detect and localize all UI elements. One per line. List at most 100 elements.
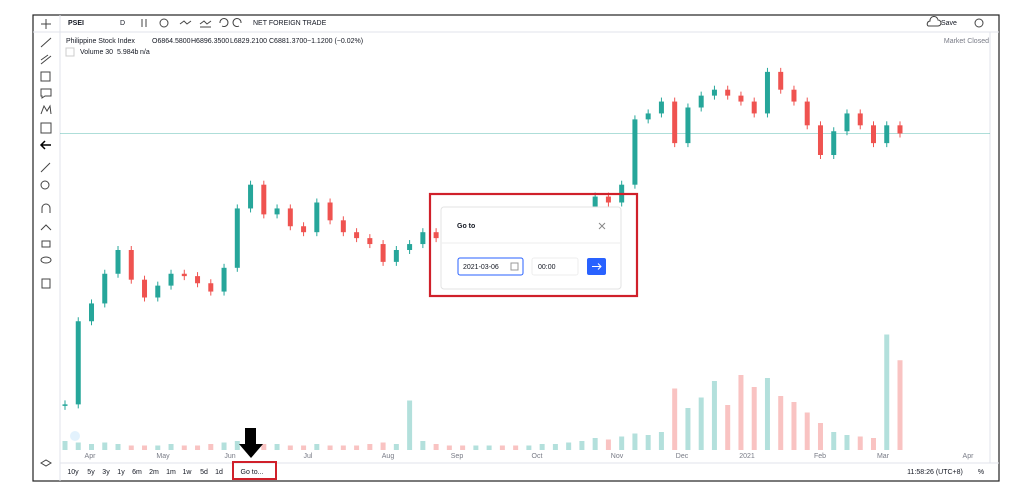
candle-body bbox=[102, 273, 108, 304]
shape-tool[interactable] bbox=[40, 71, 51, 82]
volume-bar bbox=[75, 442, 81, 450]
measure-tool[interactable] bbox=[40, 162, 51, 173]
range-button[interactable]: 6m bbox=[132, 469, 142, 476]
candle-body bbox=[287, 208, 293, 227]
back-tool[interactable] bbox=[39, 140, 51, 150]
pattern-tool[interactable] bbox=[40, 104, 52, 115]
candle-body bbox=[261, 184, 267, 215]
candle-body bbox=[208, 283, 214, 292]
series-name: Philippine Stock Index bbox=[66, 38, 135, 45]
candle-body bbox=[314, 202, 320, 233]
time-label: Jun bbox=[224, 453, 235, 460]
candle-body bbox=[884, 125, 890, 144]
time-value[interactable]: 00:00 bbox=[538, 264, 556, 271]
time-label: Feb bbox=[814, 453, 826, 460]
volume-bar bbox=[393, 444, 399, 450]
zoom-tool[interactable] bbox=[40, 180, 50, 190]
range-button[interactable]: 5y bbox=[87, 469, 95, 476]
volume-bar bbox=[221, 442, 227, 450]
text-tool[interactable] bbox=[40, 88, 52, 99]
candle-body bbox=[420, 232, 426, 245]
collapse-toggle[interactable] bbox=[65, 47, 75, 57]
candle-body bbox=[248, 184, 254, 209]
magnet-tool[interactable] bbox=[41, 203, 51, 213]
templates-button[interactable] bbox=[199, 20, 212, 28]
interval[interactable]: D bbox=[120, 20, 125, 27]
date-value[interactable]: 2021-03-06 bbox=[463, 264, 499, 271]
indicators-button[interactable] bbox=[179, 20, 192, 25]
save-button[interactable]: Save bbox=[941, 20, 957, 27]
clock: 11:58:26 (UTC+8) bbox=[907, 469, 963, 476]
volume-bar bbox=[327, 445, 333, 450]
range-button[interactable]: 1m bbox=[166, 469, 176, 476]
go-arrow[interactable] bbox=[592, 263, 602, 270]
candle-body bbox=[605, 196, 611, 203]
range-button[interactable]: 5d bbox=[200, 469, 208, 476]
lock-tool[interactable] bbox=[41, 240, 51, 248]
volume-bar bbox=[115, 444, 121, 450]
volume-bar bbox=[367, 444, 373, 450]
legend: Philippine Stock Index O6864.5800 H6896.… bbox=[65, 38, 989, 57]
object-tree[interactable] bbox=[40, 459, 52, 467]
candle-body bbox=[897, 125, 903, 134]
volume-bar bbox=[168, 444, 174, 450]
range-button[interactable]: 2m bbox=[149, 469, 159, 476]
hide-tool[interactable] bbox=[40, 256, 52, 264]
range-bar: 10y 5y 3y 1y 6m 2m 1m 1w 5d 1d Go to... bbox=[67, 469, 263, 476]
prediction-tool[interactable] bbox=[40, 122, 52, 134]
compare-button[interactable] bbox=[159, 18, 169, 28]
candle-body bbox=[711, 89, 717, 96]
symbol[interactable]: PSEI bbox=[68, 20, 84, 27]
volume-bar bbox=[844, 435, 850, 450]
volume-bar bbox=[102, 442, 108, 450]
redo-button[interactable] bbox=[232, 18, 242, 27]
volume-bar bbox=[698, 397, 704, 450]
settings-button[interactable] bbox=[974, 18, 984, 28]
undo-button[interactable] bbox=[219, 18, 229, 27]
chart-style[interactable] bbox=[141, 19, 147, 27]
volume-bar bbox=[274, 444, 280, 450]
fib-tool[interactable] bbox=[40, 54, 52, 65]
legend-high: H6896.3500 bbox=[191, 38, 229, 45]
draw-mode-tool[interactable] bbox=[40, 224, 52, 231]
volume-bar bbox=[314, 444, 320, 450]
candle-body bbox=[658, 101, 664, 114]
candle-body bbox=[870, 125, 876, 144]
volume-bar bbox=[778, 396, 784, 450]
volume-bar bbox=[764, 378, 770, 450]
candle-body bbox=[221, 267, 227, 292]
volume-bar bbox=[261, 444, 267, 450]
candle-body bbox=[327, 202, 333, 221]
candle-body bbox=[817, 125, 823, 155]
calendar-icon[interactable] bbox=[510, 262, 519, 271]
candle-body bbox=[115, 250, 121, 274]
percent-toggle[interactable]: % bbox=[978, 469, 984, 476]
legend-change: −1.1200 (−0.02%) bbox=[307, 38, 363, 45]
date-input[interactable] bbox=[457, 257, 524, 276]
range-button[interactable]: 3y bbox=[102, 469, 110, 476]
range-button[interactable]: Go to... bbox=[241, 469, 264, 476]
volume-bar bbox=[539, 444, 545, 450]
legend-close: C6881.3700 bbox=[269, 38, 307, 45]
delete-tool[interactable] bbox=[41, 278, 51, 289]
time-label: Oct bbox=[532, 453, 543, 460]
close-button[interactable] bbox=[598, 222, 606, 230]
volume-bar bbox=[632, 433, 638, 450]
candle-body bbox=[804, 101, 810, 126]
volume-bar bbox=[566, 442, 572, 450]
range-button[interactable]: 1w bbox=[183, 469, 193, 476]
volume-bar bbox=[513, 445, 519, 450]
range-button[interactable]: 1d bbox=[215, 469, 223, 476]
time-input[interactable] bbox=[531, 257, 579, 276]
trend-line-tool[interactable] bbox=[40, 37, 52, 48]
goto-dialog: Go to 2021-03-06 00:00 bbox=[428, 192, 639, 298]
range-button[interactable]: 1y bbox=[117, 469, 125, 476]
volume-bar bbox=[804, 412, 810, 450]
dialog-panel bbox=[440, 206, 622, 290]
candle-body bbox=[274, 208, 280, 215]
crosshair-tool[interactable] bbox=[41, 19, 51, 29]
legend-open: O6864.5800 bbox=[152, 38, 191, 45]
indicator-button[interactable]: NET FOREIGN TRADE bbox=[253, 20, 327, 27]
range-button[interactable]: 10y bbox=[67, 469, 79, 476]
